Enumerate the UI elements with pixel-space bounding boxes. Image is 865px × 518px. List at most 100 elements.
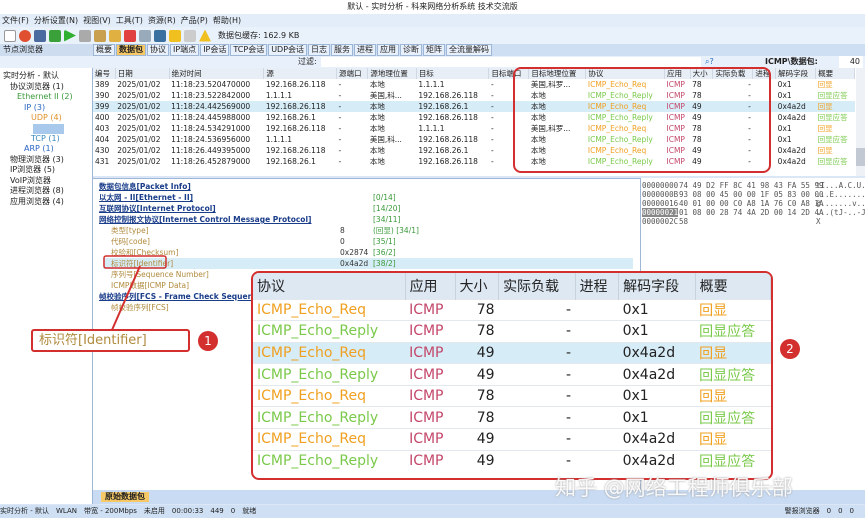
menu-item[interactable]: 分析设置(N): [33, 16, 79, 25]
column-header[interactable]: 源地理位置: [367, 68, 417, 79]
hex-bytes[interactable]: 01 08 00 28 74 4A 2D 00 14 2D 4A: [679, 208, 824, 217]
table-row[interactable]: 431 2025/01/02 11:18:26.452879000 192.168.2…: [93, 156, 855, 167]
tree-node[interactable]: 物理浏览器 (3): [0, 155, 92, 166]
table-row[interactable]: 390 2025/01/02 11:18:23.522842000 1.1.1.1 - 美…: [93, 90, 855, 101]
tab-3[interactable]: IP端点: [170, 44, 200, 56]
column-header[interactable]: 实际负载: [712, 68, 754, 79]
tree-node[interactable]: 协议浏览器 (1): [0, 82, 92, 93]
column-header[interactable]: 源: [263, 68, 337, 79]
column-header[interactable]: 协议: [585, 68, 666, 79]
tab-5[interactable]: TCP会话: [230, 44, 268, 56]
decode-field[interactable]: ICMP数据[ICMP Data]: [111, 281, 190, 290]
tree-node[interactable]: ARP (1): [0, 144, 92, 155]
menu-item[interactable]: 产品(P): [180, 16, 208, 25]
table-row[interactable]: 389 2025/01/02 11:18:23.520470000 192.168.2…: [93, 79, 855, 90]
table-cell: 0x4a2d: [777, 146, 806, 155]
hex-bytes[interactable]: 93 08 00 45 00 00 1F 05 83 00 00: [679, 190, 824, 199]
decode-field[interactable]: 类型[type]: [111, 226, 149, 235]
tree-node[interactable]: IP (3): [0, 103, 92, 114]
decode-field[interactable]: 互联网协议[Internet Protocol]: [99, 204, 216, 213]
menu-item[interactable]: 视图(V): [83, 16, 111, 25]
hex-bytes[interactable]: 74 49 D2 FF 8C 41 98 43 FA 55 99: [679, 181, 824, 190]
tab-10[interactable]: 应用: [377, 44, 400, 56]
tab-13[interactable]: 全流量解码: [446, 44, 493, 56]
column-header[interactable]: 绝对时间: [169, 68, 265, 79]
tab-0[interactable]: 概要: [93, 44, 115, 56]
tab-12[interactable]: 矩阵: [423, 44, 446, 56]
table-cell: 192.168.26.118: [418, 113, 478, 122]
column-header[interactable]: 目标端口: [488, 68, 530, 79]
chart-icon[interactable]: [154, 29, 166, 42]
alert-item[interactable]: 0: [849, 507, 854, 515]
tab-6[interactable]: UDP会话: [268, 44, 308, 56]
table-cell: -: [490, 113, 494, 122]
column-header[interactable]: 目标地理位置: [528, 68, 587, 79]
alert-item[interactable]: 0: [826, 507, 832, 515]
table-row[interactable]: 399 2025/01/02 11:18:24.442569000 192.168.2…: [93, 101, 855, 112]
column-header[interactable]: 解码字段: [775, 68, 817, 79]
save-icon[interactable]: [34, 29, 46, 42]
decode-field[interactable]: 帧校验序列[FCS - Frame Check Sequence]: [99, 292, 266, 301]
column-header[interactable]: 概要: [815, 68, 855, 79]
tree-node[interactable]: Ethernet II (2): [0, 92, 92, 103]
alert-item[interactable]: 0: [838, 507, 843, 515]
decode-field[interactable]: 校验和[Checksum]: [111, 248, 179, 257]
table-row[interactable]: 430 2025/01/02 11:18:26.449395000 192.168.2…: [93, 145, 855, 156]
tree-node[interactable]: 应用浏览器 (4): [0, 197, 92, 208]
tab-1[interactable]: 数据包: [116, 44, 146, 56]
table-row[interactable]: 403 2025/01/02 11:18:24.534291000 192.168.2…: [93, 123, 855, 134]
adapter-icon[interactable]: [49, 29, 61, 42]
tab-8[interactable]: 服务: [331, 44, 354, 56]
alert-item[interactable]: 警报浏览器: [784, 507, 820, 515]
decode-value: 8: [340, 226, 345, 235]
tree-node[interactable]: [33, 123, 64, 134]
tree-node[interactable]: VoIP浏览器: [0, 176, 92, 187]
report-icon[interactable]: [184, 29, 196, 42]
tree-node[interactable]: 实时分析 - 默认: [0, 71, 92, 82]
tree-node[interactable]: UDP (4): [0, 113, 92, 124]
tab-7[interactable]: 日志: [308, 44, 331, 56]
menu-item[interactable]: 文件(F): [2, 16, 29, 25]
column-header[interactable]: 源端口: [336, 68, 369, 79]
column-header[interactable]: 目标: [416, 68, 490, 79]
decode-field[interactable]: 帧校验序列[FCS]: [111, 303, 169, 312]
decode-field[interactable]: 标识符[Identifier]: [111, 259, 174, 268]
filter-input[interactable]: [321, 57, 701, 67]
decode-field[interactable]: 数据包信息[Packet Info]: [99, 182, 191, 191]
tree-node[interactable]: 进程浏览器 (8): [0, 186, 92, 197]
tab-2[interactable]: 协议: [147, 44, 169, 56]
hex-bytes[interactable]: 58: [679, 217, 689, 226]
tab-11[interactable]: 诊断: [400, 44, 423, 56]
stop-icon[interactable]: [79, 29, 91, 42]
filter-icon[interactable]: [139, 29, 151, 42]
tool-icon[interactable]: [109, 29, 121, 42]
table-row[interactable]: 404 2025/01/02 11:18:24.536956000 1.1.1.1 - 美…: [93, 134, 855, 145]
menu-item[interactable]: 工具(T): [115, 16, 143, 25]
open-icon[interactable]: [19, 29, 31, 42]
column-header[interactable]: 大小: [690, 68, 714, 79]
search-icon[interactable]: ⌕?: [705, 57, 714, 66]
decode-field[interactable]: 序列号[Sequence Number]: [111, 270, 209, 279]
menu-item[interactable]: 资源(R): [147, 16, 176, 25]
menu-item[interactable]: 帮助(H): [212, 16, 242, 25]
tab-4[interactable]: IP会话: [200, 44, 230, 56]
column-header[interactable]: 日期: [115, 68, 170, 79]
decode-field[interactable]: 网络控制报文协议[Internet Control Message Protoc…: [99, 215, 312, 224]
hex-bytes[interactable]: 40 01 00 00 C0 A8 1A 76 C0 A8 1A: [679, 199, 824, 208]
packet-scrollbar[interactable]: [856, 68, 865, 176]
tab-raw-packet[interactable]: 原始数据包: [101, 492, 149, 502]
settings-icon[interactable]: [94, 29, 106, 42]
table-row[interactable]: 400 2025/01/02 11:18:24.445988000 192.168.2…: [93, 112, 855, 123]
new-icon[interactable]: [4, 29, 16, 42]
table-cell: 2025/01/02: [117, 113, 161, 122]
decode-field[interactable]: 代码[code]: [111, 237, 150, 246]
tab-9[interactable]: 进程: [354, 44, 377, 56]
column-header[interactable]: 应用: [664, 68, 691, 79]
add-icon[interactable]: [124, 29, 136, 42]
tree-node[interactable]: IP浏览器 (5): [0, 165, 92, 176]
tree-node[interactable]: TCP (1): [0, 134, 92, 145]
column-header[interactable]: 编号: [93, 68, 116, 79]
folder-icon[interactable]: [169, 29, 181, 42]
hex-ascii: ...(tJ-..-J: [816, 208, 865, 217]
decode-field[interactable]: 以太网 - II[Ethernet - II]: [99, 193, 194, 202]
